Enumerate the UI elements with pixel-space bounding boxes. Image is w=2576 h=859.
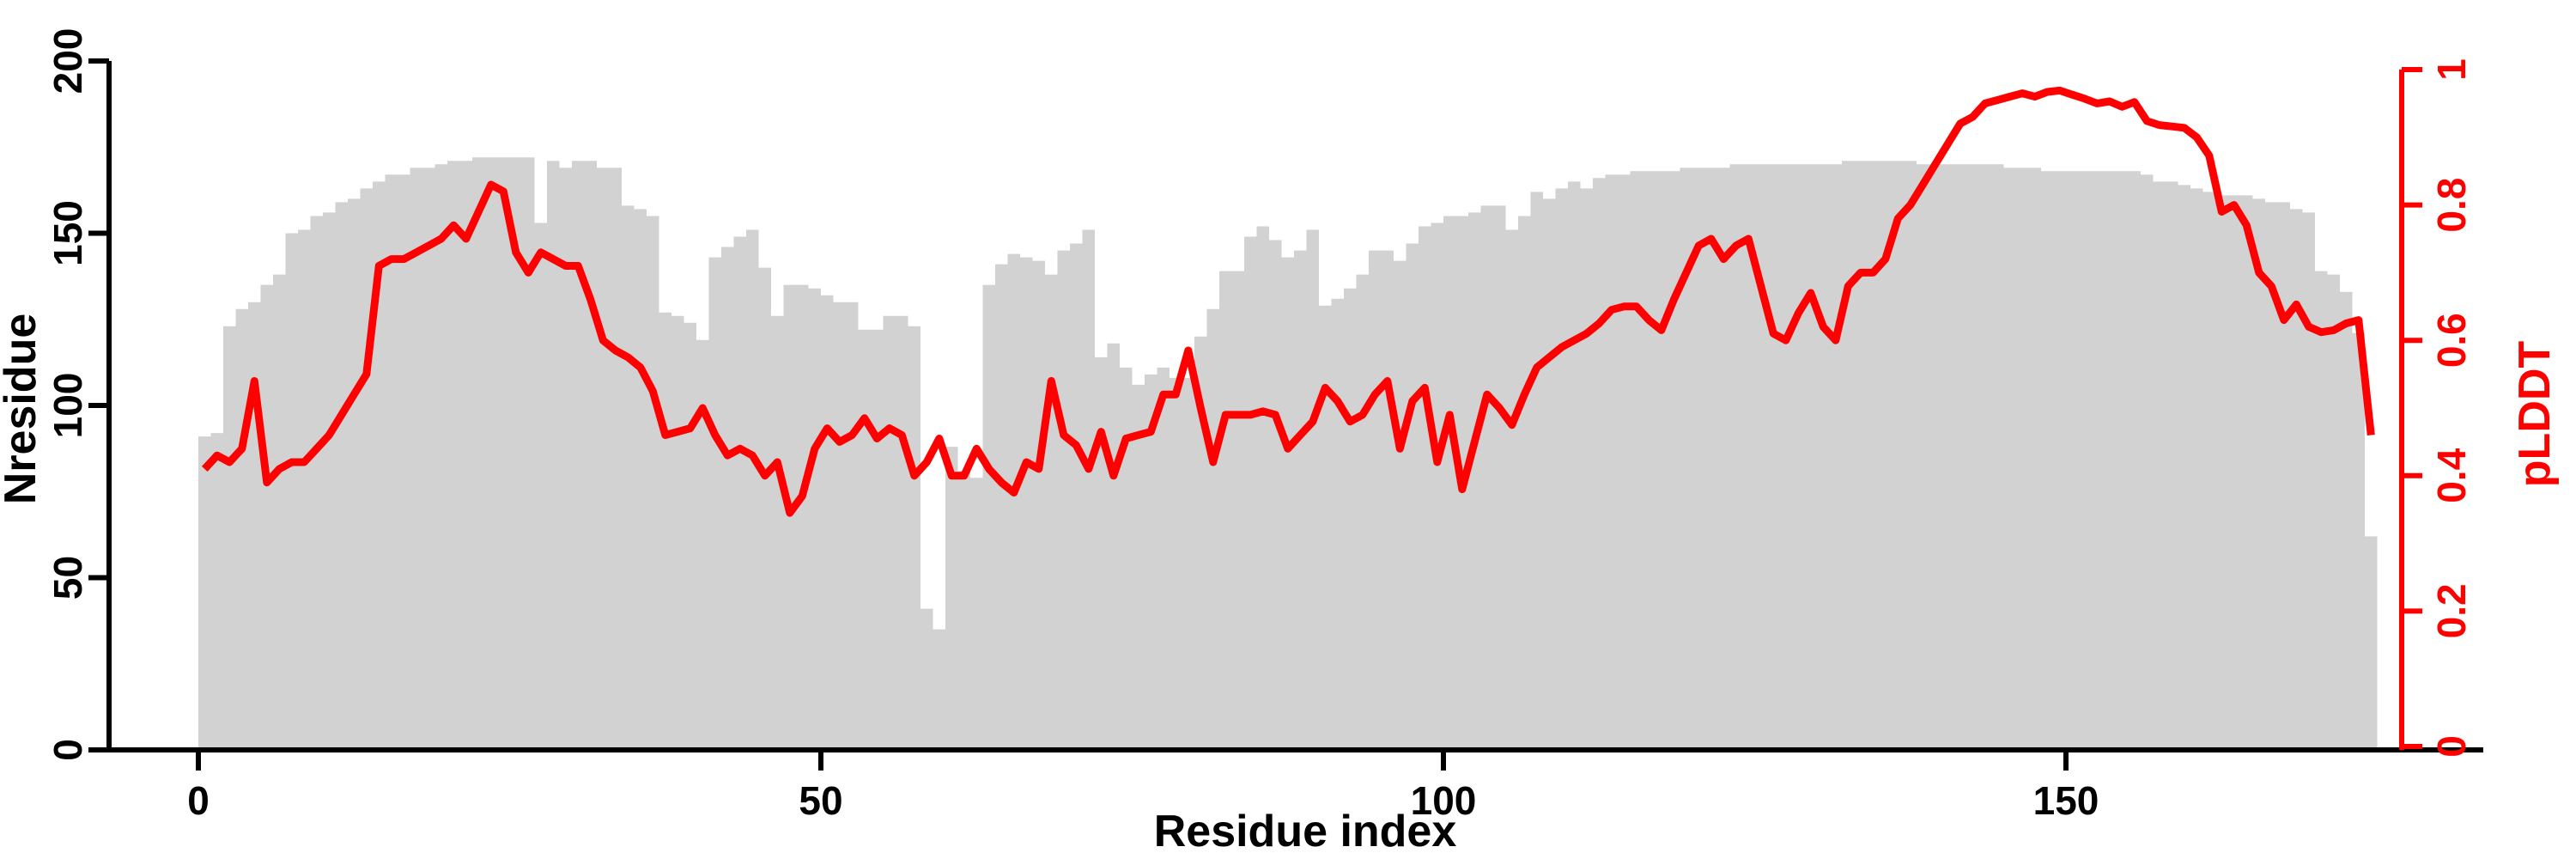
right-axis-tick-label: 0.8 <box>2429 178 2474 233</box>
right-axis-tick-label: 0.6 <box>2429 313 2474 368</box>
nresidue-bar-silhouette <box>198 157 2378 751</box>
left-axis-title: Nresidue <box>0 313 46 505</box>
bottom-axis-tick-label: 150 <box>2033 778 2099 823</box>
right-axis-tick-label: 1 <box>2429 58 2474 81</box>
axes <box>88 58 2483 771</box>
bottom-axis-title: Residue index <box>1153 807 1457 856</box>
plddt-line-path <box>201 86 2375 517</box>
left-axis-tick-label: 100 <box>46 373 90 439</box>
tick-labels: 0 50 100 150 200 0 50 100 150 0 0.2 0.4 0.6 0.8 1 <box>46 28 2474 823</box>
bottom-axis-tick-label: 50 <box>799 778 842 823</box>
right-axis-tick-label: 0.4 <box>2429 448 2474 503</box>
left-axis-tick-label: 50 <box>46 556 90 600</box>
bottom-axis-tick-label: 0 <box>187 778 210 823</box>
right-axis-tick-label: 0 <box>2429 735 2474 758</box>
bottom-axis-tick-label: 100 <box>1411 778 1477 823</box>
nresidue-bars <box>198 157 2378 751</box>
right-axis-tick-label: 0.2 <box>2429 583 2474 638</box>
left-axis-tick-label: 150 <box>46 200 90 266</box>
plddt-line <box>201 86 2375 517</box>
left-axis-tick-label: 0 <box>46 739 90 761</box>
right-axis-title: pLDDT <box>2510 340 2560 488</box>
left-axis-tick-label: 200 <box>46 28 90 94</box>
